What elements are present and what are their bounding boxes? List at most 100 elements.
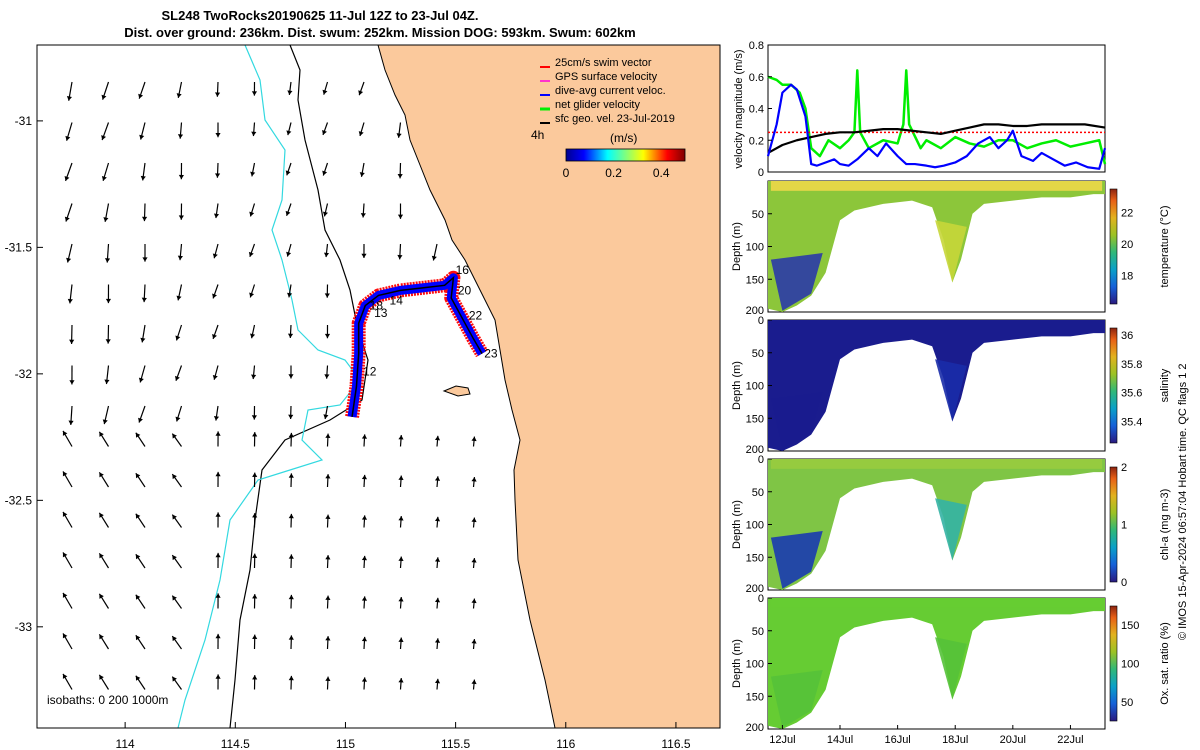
current-vector-head [62, 673, 68, 679]
current-vector-head [250, 171, 256, 177]
day-label: 14 [390, 293, 404, 307]
speed-colorbar [565, 148, 686, 162]
section-colorbar-label: temperature (°C) [1159, 205, 1171, 287]
isobath-200 [229, 45, 369, 728]
current-vector-head [99, 431, 104, 437]
section-colorbar-tick: 150 [1121, 620, 1139, 632]
current-vector-head [172, 595, 177, 601]
current-vector-head [68, 420, 74, 425]
current-vector-head [361, 636, 368, 642]
section-colorbar-label: salinity [1159, 368, 1171, 402]
current-vector-head [215, 593, 221, 598]
current-vector-head [361, 555, 368, 561]
current-vector-head [138, 93, 144, 99]
current-vector-head [397, 254, 403, 260]
current-vector-head [471, 436, 477, 442]
current-vector-head [99, 593, 104, 599]
current-vector-head [66, 96, 72, 101]
legend-gps-velocity: GPS surface velocity [555, 71, 658, 83]
current-vector-head [62, 633, 68, 639]
velocity-ytick-label: 0.2 [749, 135, 764, 147]
glider-path-line [351, 275, 483, 417]
current-vector-head [214, 92, 221, 97]
map-ytick-label: -32.5 [5, 493, 33, 507]
current-vector-head [104, 258, 111, 263]
map-ytick-label: -32 [15, 367, 33, 381]
current-vector-head [249, 211, 255, 217]
current-vector-head [324, 333, 331, 339]
current-vector-head [62, 511, 68, 517]
section-colorbar [1109, 466, 1118, 583]
salinity-section-panel: 0 50 100 150 200 Depth (m) 35.4 35.6 35.8 36 salin… [731, 315, 1171, 456]
section-ytick-label: 200 [746, 305, 764, 317]
current-vector-head [62, 471, 68, 477]
section-xtick-label: 14Jul [827, 734, 853, 746]
current-vector-head [434, 435, 441, 441]
speed-colorbar-tick: 0.2 [605, 166, 622, 180]
current-vector-head [135, 594, 141, 600]
current-vector-head [138, 417, 143, 423]
current-vector-head [434, 476, 441, 481]
current-vector-head [142, 216, 148, 222]
current-vector-head [251, 415, 257, 420]
current-vector-head [397, 214, 404, 219]
glider-track [345, 270, 489, 418]
current-vector-head [398, 475, 404, 481]
current-vector-head [322, 89, 328, 95]
current-vector-head [324, 293, 330, 298]
legend-sfc-geo: sfc geo. vel. 23-Jul-2019 [555, 113, 675, 125]
current-vector-head [322, 129, 327, 135]
day-label: 20 [458, 283, 472, 297]
current-vector-head [471, 477, 477, 482]
map-xtick-label: 115 [336, 737, 355, 750]
map-xtick-label: 116.5 [661, 737, 690, 750]
current-vector-head [62, 430, 68, 436]
section-colorbar-tick: 22 [1121, 208, 1133, 220]
velocity-ytick-label: 0.4 [749, 104, 764, 116]
current-vector-head [172, 514, 177, 520]
current-vector-head [325, 474, 331, 479]
section-x-ticks: 12Jul 14Jul 16Jul 18Jul 20Jul 22Jul [769, 725, 1084, 746]
current-vector-head [69, 339, 75, 344]
current-vector-head [252, 594, 258, 599]
isobaths-label: isobaths: 0 200 1000m [47, 693, 168, 707]
section-ytick-label: 100 [746, 520, 764, 532]
velocity-ylabel: velocity magnitude (m/s) [733, 49, 745, 168]
current-vector-head [62, 552, 68, 558]
map-latitude-ticks: -31 -31.5 -32 -32.5 -33 [5, 114, 43, 634]
current-vector-head [325, 595, 331, 601]
day-label: 23 [484, 347, 498, 361]
oxygen-section-deep-water [770, 670, 823, 728]
current-vector-head [175, 375, 180, 381]
current-vector-head [471, 517, 477, 523]
section-ytick-label: 200 [746, 722, 764, 734]
current-vector-head [288, 473, 294, 478]
current-vector-head [287, 292, 293, 298]
current-vector-head [251, 374, 257, 380]
current-vector-head [172, 474, 177, 480]
current-vector-head [322, 211, 328, 217]
current-vector-head [212, 293, 217, 299]
current-vector-head [99, 553, 104, 559]
current-vector-head [172, 555, 177, 561]
current-vector-head [213, 213, 220, 219]
current-vector-head [101, 94, 107, 100]
current-vector-head [140, 337, 146, 343]
section-xtick-label: 16Jul [884, 734, 910, 746]
current-vector-head [288, 594, 294, 600]
current-vector-head [398, 678, 404, 683]
current-vector-head [215, 512, 221, 517]
current-vector-head [64, 216, 70, 222]
current-vector-head [434, 597, 441, 603]
speed-colorbar-ticks: 0 0.2 0.4 [563, 166, 670, 180]
current-vector-head [69, 380, 75, 385]
map-ytick-label: -31 [15, 114, 33, 128]
current-vector-head [250, 333, 256, 339]
current-vector-head [288, 374, 294, 379]
section-colorbar-tick: 50 [1121, 697, 1133, 709]
current-vector-head [251, 131, 257, 137]
current-vector-head [66, 257, 72, 263]
